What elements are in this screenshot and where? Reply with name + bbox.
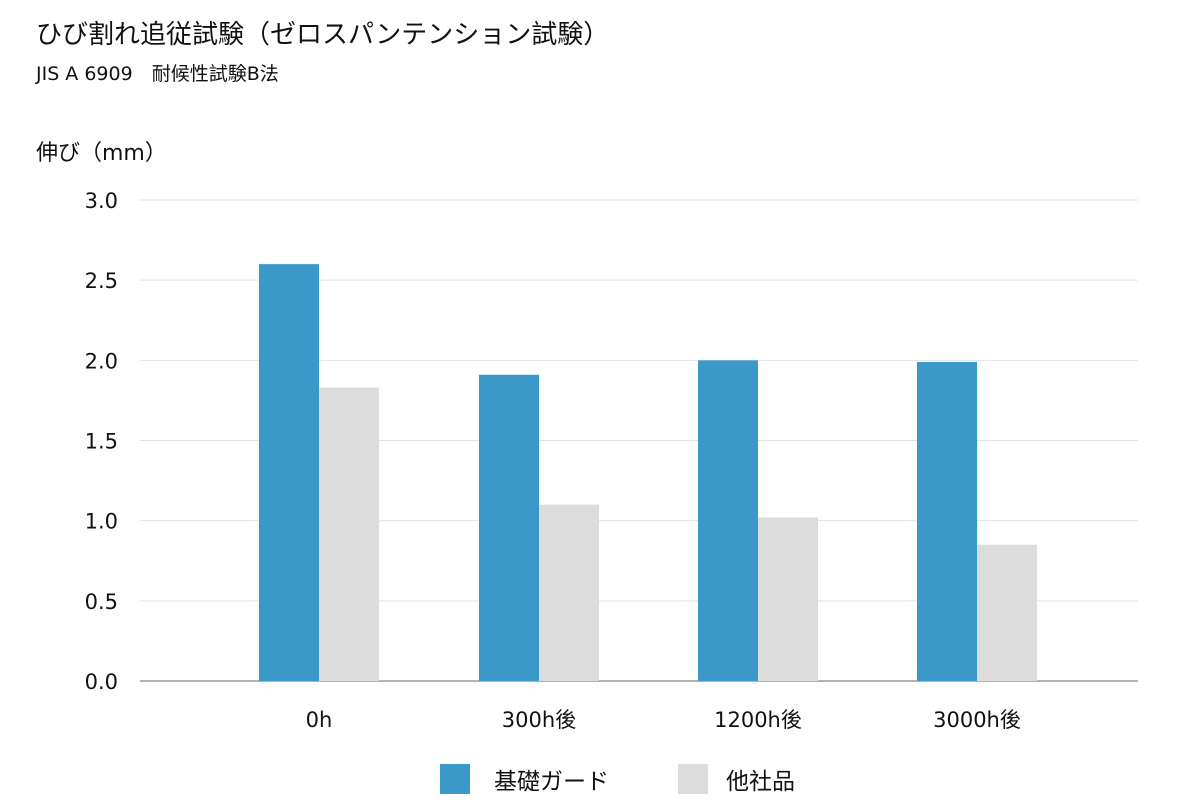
x-tick-label: 0h [306,708,333,732]
bar-primary [259,264,319,681]
y-tick-label: 2.5 [85,269,118,293]
legend-swatch [678,764,708,794]
y-tick-label: 0.0 [85,670,118,694]
bar-competitor [539,504,599,681]
y-tick-label: 1.5 [85,430,118,454]
bar-primary [917,361,977,681]
x-tick-label: 300h後 [502,708,576,732]
legend-label: 他社品 [726,769,795,795]
y-tick-label: 2.0 [85,349,118,373]
bar-competitor [977,544,1037,681]
legend-swatch [440,764,470,794]
legend-label: 基礎ガード [494,769,609,795]
chart-title: ひび割れ追従試験（ゼロスパンテンション試験） [36,20,610,50]
y-tick-label: 1.0 [85,510,118,534]
x-tick-label: 3000h後 [933,708,1021,732]
y-tick-label: 0.5 [85,590,118,614]
x-tick-label: 1200h後 [714,708,802,732]
bar-competitor [319,387,379,681]
bar-primary [479,374,539,681]
y-tick-label: 3.0 [85,189,118,213]
bar-primary [698,360,758,681]
y-axis-label: 伸び（mm） [36,141,167,166]
bar-competitor [758,517,818,681]
chart-subtitle: JIS A 6909 耐候性試験B法 [36,63,279,85]
